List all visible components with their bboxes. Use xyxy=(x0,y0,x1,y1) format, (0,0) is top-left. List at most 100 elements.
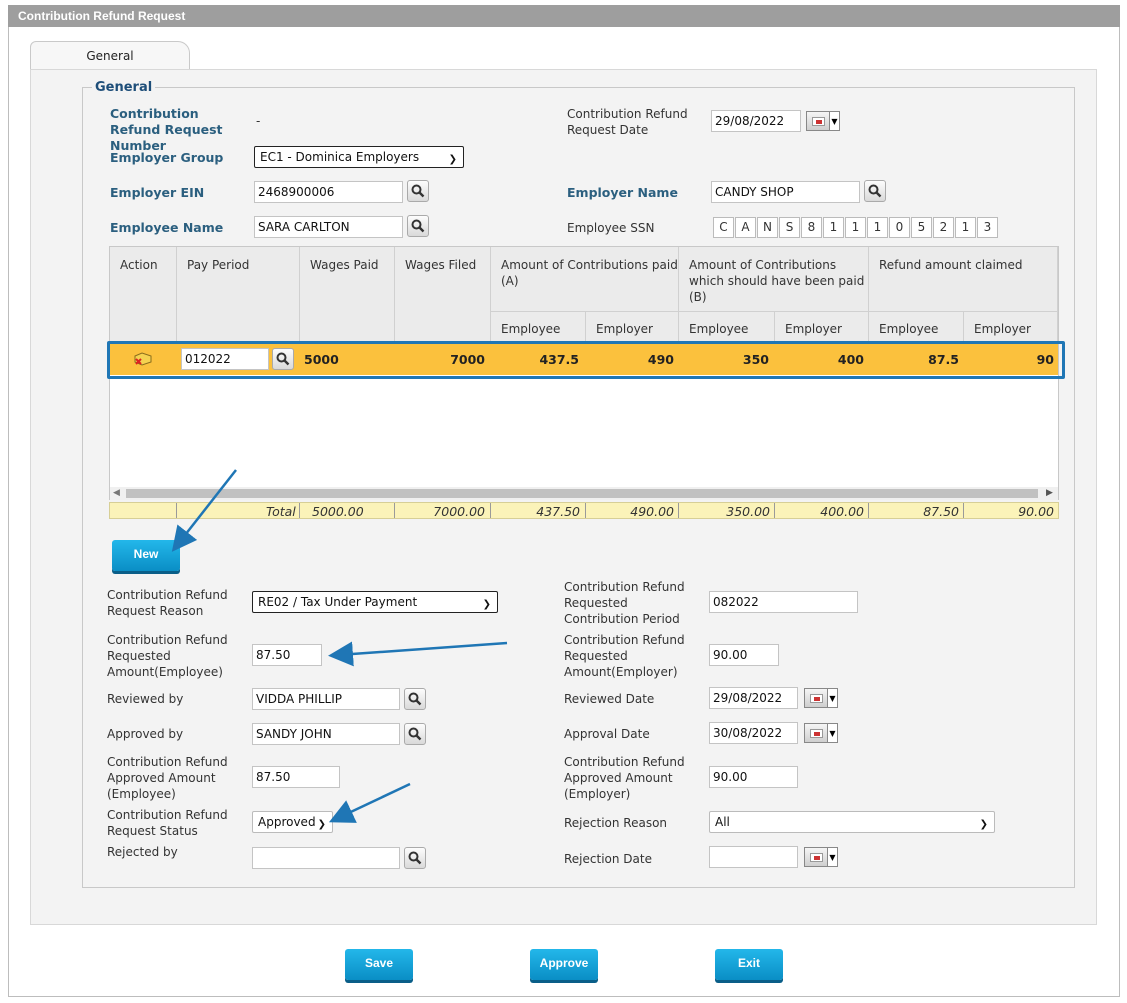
reviewed-date-label: Reviewed Date xyxy=(564,692,655,706)
contribution-period-label: Contribution Refund Requested Contributi… xyxy=(564,580,685,626)
ssn-char-box[interactable]: 3 xyxy=(977,217,998,238)
rejected-by-input[interactable] xyxy=(252,847,400,869)
contribution-period-input[interactable]: 082022 xyxy=(709,591,858,613)
employer-ein-search-button[interactable] xyxy=(407,180,429,202)
rejection-date-input[interactable] xyxy=(709,846,798,868)
ssn-char-box[interactable]: 2 xyxy=(933,217,954,238)
approved-amount-employee-input[interactable]: 87.50 xyxy=(252,766,340,788)
col-header-b-employer[interactable]: Employer xyxy=(775,312,869,344)
cell-a-employee: 437.5 xyxy=(539,352,579,367)
col-header-r-employer[interactable]: Employer xyxy=(964,312,1058,344)
requested-amount-employer-label: Contribution Refund Requested Amount(Emp… xyxy=(564,633,685,679)
horizontal-scrollbar[interactable] xyxy=(110,487,1058,500)
col-header-refund-claimed[interactable]: Refund amount claimed xyxy=(869,247,1058,312)
approval-date-input[interactable]: 30/08/2022 xyxy=(709,722,798,744)
search-icon xyxy=(276,352,290,366)
rejected-by-search-button[interactable] xyxy=(404,847,426,869)
arrow-to-requested-amount xyxy=(328,641,508,667)
cell-b-employer: 400 xyxy=(837,352,864,367)
ssn-char-box[interactable]: 1 xyxy=(955,217,976,238)
search-icon xyxy=(408,851,422,865)
employee-name-search-button[interactable] xyxy=(407,215,429,237)
col-header-contributions-should[interactable]: Amount of Contributions which should hav… xyxy=(679,247,869,312)
chevron-down-icon: ▼ xyxy=(828,723,838,743)
col-header-contributions-paid[interactable]: Amount of Contributions paid (A) xyxy=(491,247,679,312)
ssn-char-box[interactable]: 1 xyxy=(867,217,888,238)
save-button[interactable]: Save xyxy=(345,949,413,980)
exit-button[interactable]: Exit xyxy=(715,949,783,980)
col-header-pay-period[interactable]: Pay Period xyxy=(177,247,300,344)
scrollbar-thumb[interactable] xyxy=(126,489,1038,498)
calendar-icon xyxy=(804,688,828,708)
reviewed-by-input[interactable]: VIDDA PHILLIP xyxy=(252,688,400,710)
total-b-employer: 400.00 xyxy=(820,504,864,519)
scroll-left-icon[interactable]: ◀ xyxy=(113,488,120,498)
employer-name-search-button[interactable] xyxy=(864,180,886,202)
approved-amount-employer-input[interactable]: 90.00 xyxy=(709,766,798,788)
totals-divider xyxy=(963,503,964,518)
cell-r-employer: 90 xyxy=(1036,352,1054,367)
total-r-employee: 87.50 xyxy=(923,504,959,519)
ssn-char-box[interactable]: 5 xyxy=(911,217,932,238)
employer-ein-input[interactable]: 2468900006 xyxy=(254,181,403,203)
search-icon xyxy=(411,184,425,198)
employee-name-input[interactable]: SARA CARLTON xyxy=(254,216,403,238)
approve-button[interactable]: Approve xyxy=(530,949,598,980)
employer-name-label: Employer Name xyxy=(567,185,678,200)
col-header-action[interactable]: Action xyxy=(110,247,177,344)
totals-divider xyxy=(490,503,491,518)
pay-period-input[interactable]: 012022 xyxy=(181,348,269,370)
status-value: Approved xyxy=(258,815,316,829)
search-icon xyxy=(408,692,422,706)
approval-date-calendar-button[interactable]: ▼ xyxy=(804,722,838,744)
scroll-right-icon[interactable]: ▶ xyxy=(1046,488,1053,498)
reviewed-by-search-button[interactable] xyxy=(404,688,426,710)
new-button[interactable]: New xyxy=(112,540,180,571)
employee-ssn-label: Employee SSN xyxy=(567,221,655,235)
reason-select[interactable]: RE02 / Tax Under Payment ❯ xyxy=(252,591,498,613)
employer-group-select[interactable]: EC1 - Dominica Employers ❯ xyxy=(254,146,464,168)
col-header-b-employee[interactable]: Employee xyxy=(679,312,775,344)
ssn-char-box[interactable]: S xyxy=(779,217,800,238)
calendar-icon xyxy=(804,847,828,867)
rejected-by-label: Rejected by xyxy=(107,845,178,859)
request-date-input[interactable]: 29/08/2022 xyxy=(711,110,801,132)
total-a-employee: 437.50 xyxy=(536,504,580,519)
ssn-char-box[interactable]: 8 xyxy=(801,217,822,238)
search-icon xyxy=(411,219,425,233)
ssn-char-box[interactable]: 0 xyxy=(889,217,910,238)
totals-divider xyxy=(678,503,679,518)
rejection-date-calendar-button[interactable]: ▼ xyxy=(804,846,838,868)
approved-by-search-button[interactable] xyxy=(404,723,426,745)
approved-by-input[interactable]: SANDY JOHN xyxy=(252,723,400,745)
requested-amount-employer-input[interactable]: 90.00 xyxy=(709,644,779,666)
cell-a-employer: 490 xyxy=(647,352,674,367)
fieldset-legend: General xyxy=(92,80,156,95)
reason-label: Contribution Refund Request Reason xyxy=(107,588,228,618)
rejection-reason-select[interactable]: All ❯ xyxy=(709,811,995,833)
ssn-char-box[interactable]: A xyxy=(735,217,756,238)
ssn-char-box[interactable]: C xyxy=(713,217,734,238)
total-r-employer: 90.00 xyxy=(1018,504,1054,519)
totals-divider xyxy=(394,503,395,518)
employer-name-input[interactable]: CANDY SHOP xyxy=(711,181,860,203)
totals-divider xyxy=(774,503,775,518)
delete-row-icon[interactable] xyxy=(133,350,153,371)
chevron-down-icon: ▼ xyxy=(830,111,840,131)
col-header-wages-filed[interactable]: Wages Filed xyxy=(395,247,491,344)
cell-wages-filed: 7000 xyxy=(450,352,485,367)
reviewed-date-calendar-button[interactable]: ▼ xyxy=(804,687,838,709)
col-header-wages-paid[interactable]: Wages Paid xyxy=(300,247,395,344)
requested-amount-employee-input[interactable]: 87.50 xyxy=(252,644,322,666)
ssn-char-box[interactable]: N xyxy=(757,217,778,238)
reviewed-date-input[interactable]: 29/08/2022 xyxy=(709,687,798,709)
tab-general[interactable]: General xyxy=(30,41,190,70)
ssn-char-box[interactable]: 1 xyxy=(845,217,866,238)
status-select[interactable]: Approved ❯ xyxy=(252,811,333,833)
request-date-calendar-button[interactable]: ▼ xyxy=(806,110,840,132)
approved-by-label: Approved by xyxy=(107,727,184,741)
totals-row xyxy=(109,502,1059,519)
pay-period-search-button[interactable] xyxy=(272,348,294,370)
chevron-down-icon: ❯ xyxy=(448,154,457,165)
ssn-char-box[interactable]: 1 xyxy=(823,217,844,238)
